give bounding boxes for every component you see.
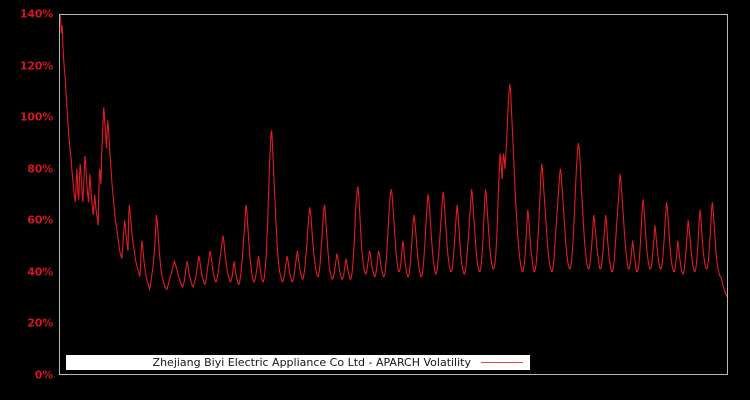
y-tick-label: 0% xyxy=(34,368,53,382)
y-tick-label: 60% xyxy=(27,213,53,227)
y-tick-label: 40% xyxy=(27,265,53,279)
y-tick-label: 80% xyxy=(27,162,53,176)
y-tick-label: 20% xyxy=(27,316,53,330)
y-axis: 140% 120% 100% 80% 60% 40% 20% 0% xyxy=(0,0,59,400)
y-tick-label: 140% xyxy=(19,7,53,21)
plot-area xyxy=(59,14,728,375)
legend-line-sample-icon xyxy=(481,362,523,363)
volatility-series-line xyxy=(60,15,727,298)
chart-legend: Zhejiang Biyi Electric Appliance Co Ltd … xyxy=(66,355,530,370)
legend-label: Zhejiang Biyi Electric Appliance Co Ltd … xyxy=(152,356,471,369)
y-tick-label: 120% xyxy=(19,59,53,73)
y-tick-label: 100% xyxy=(19,110,53,124)
